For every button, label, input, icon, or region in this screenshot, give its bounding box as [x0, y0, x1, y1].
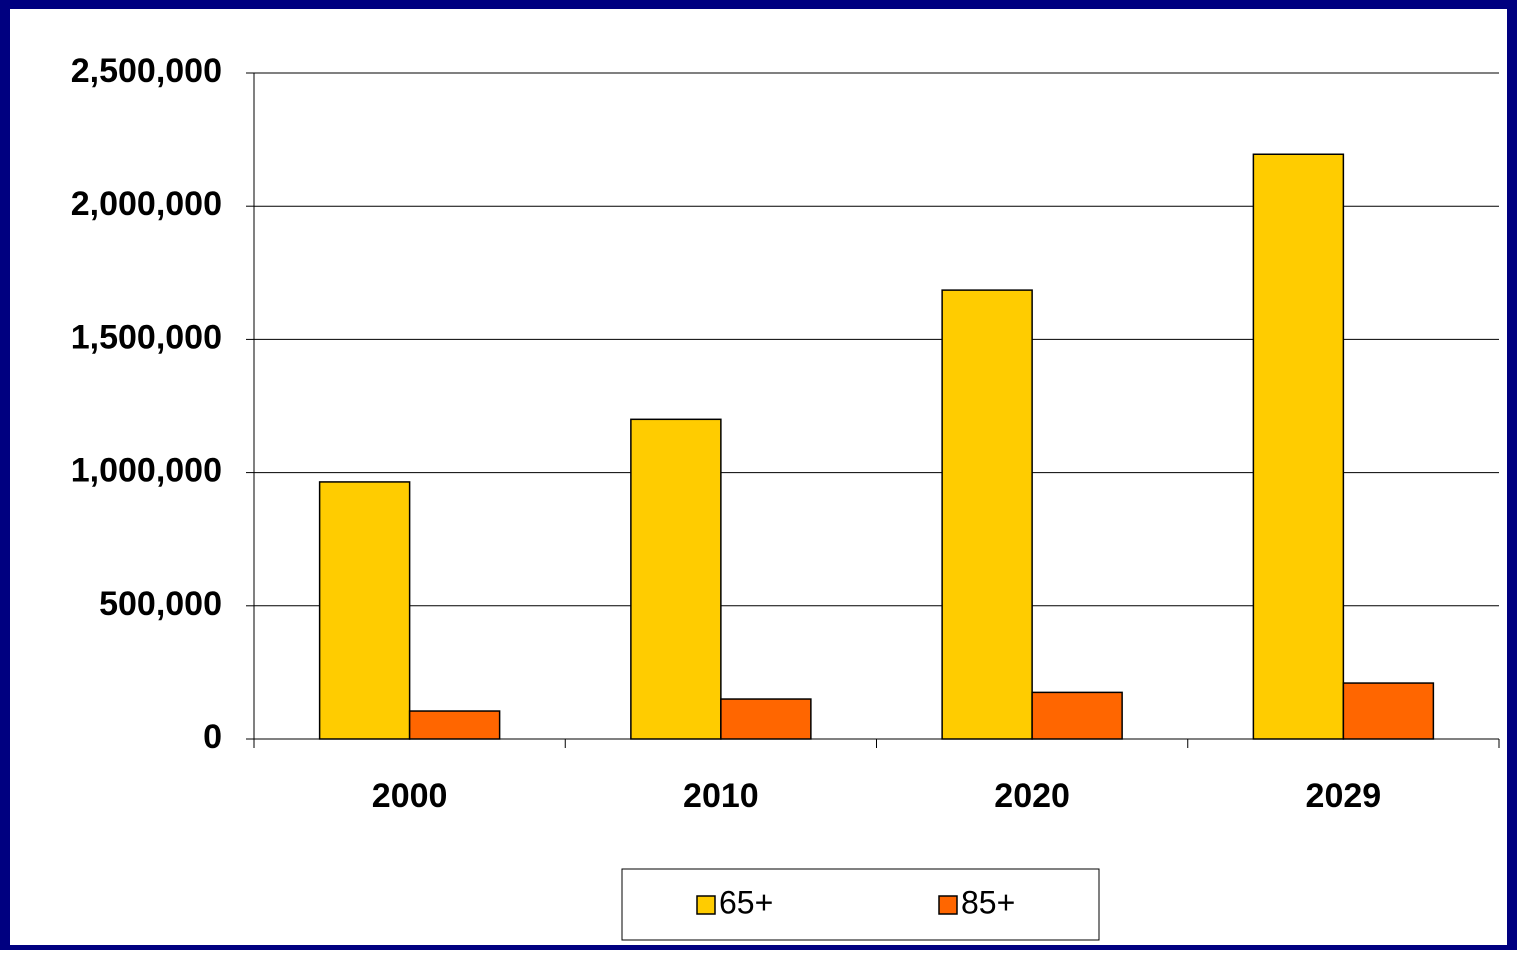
- x-tick-label: 2000: [372, 777, 448, 815]
- y-tick-label: 500,000: [99, 585, 222, 623]
- bar: [1252, 153, 1345, 740]
- bar: [1342, 682, 1435, 740]
- legend-label: 65+: [719, 884, 773, 920]
- y-tick-label: 0: [203, 718, 222, 756]
- x-tick-label: 2029: [1306, 777, 1382, 815]
- legend-label: 85+: [961, 884, 1015, 920]
- bar: [318, 481, 411, 740]
- bar: [941, 289, 1033, 740]
- y-tick-label: 2,000,000: [71, 185, 222, 223]
- y-tick-label: 1,000,000: [71, 452, 222, 490]
- y-tick-label: 2,500,000: [71, 52, 222, 90]
- legend-swatch: [938, 895, 958, 915]
- bar: [1031, 691, 1123, 740]
- y-tick-label: 1,500,000: [71, 318, 222, 356]
- x-tick-label: 2020: [994, 777, 1070, 815]
- x-tick-label: 2010: [683, 777, 759, 815]
- bar: [630, 418, 722, 740]
- legend-box: [621, 868, 1100, 941]
- bar: [408, 710, 501, 740]
- legend-swatch: [696, 895, 716, 915]
- bar: [720, 698, 812, 740]
